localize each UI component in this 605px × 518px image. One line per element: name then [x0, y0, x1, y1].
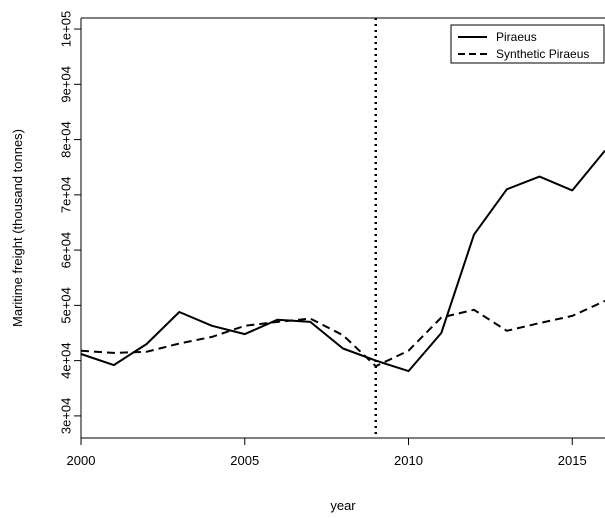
series-line-synthetic-piraeus — [80, 299, 605, 368]
legend-label-piraeus: Piraeus — [496, 30, 537, 44]
x-tick-label: 2005 — [230, 453, 259, 468]
x-axis-ticks: 2000 2005 2010 2015 — [67, 438, 587, 468]
x-tick-label: 2015 — [558, 453, 587, 468]
y-tick-label: 7e+04 — [59, 177, 74, 214]
x-tick-label: 2010 — [394, 453, 423, 468]
x-tick-label: 2000 — [67, 453, 96, 468]
y-tick-label: 8e+04 — [59, 121, 74, 158]
legend-label-synthetic-piraeus: Synthetic Piraeus — [496, 47, 589, 61]
series-line-piraeus — [80, 149, 605, 373]
y-axis-title: Maritime freight (thousand tonnes) — [10, 129, 25, 327]
y-axis-ticks: 3e+04 4e+04 5e+04 6e+04 7e+04 8e+04 9e+04 1e+05 — [59, 11, 81, 435]
y-tick-label: 1e+05 — [59, 11, 74, 48]
y-tick-label: 6e+04 — [59, 232, 74, 269]
y-tick-label: 9e+04 — [59, 66, 74, 103]
y-tick-label: 5e+04 — [59, 287, 74, 324]
y-tick-label: 4e+04 — [59, 342, 74, 379]
series-layer — [80, 149, 605, 373]
legend-box — [450, 24, 605, 64]
x-axis-title: year — [330, 498, 356, 513]
y-tick-label: 3e+04 — [59, 398, 74, 435]
legend: Piraeus Synthetic Piraeus — [450, 24, 605, 64]
